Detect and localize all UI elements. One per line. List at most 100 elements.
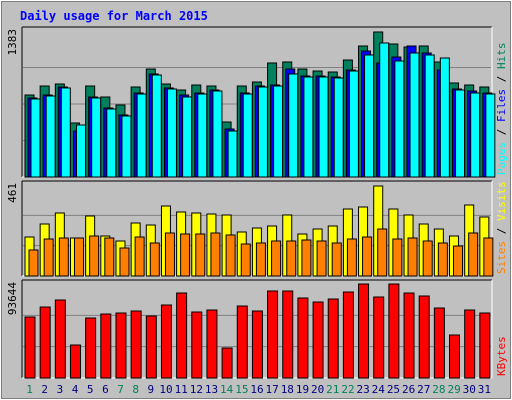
visits-sites-bar-sites: [422, 240, 433, 277]
kbytes-bar-kbytes: [221, 347, 233, 379]
visits-sites-bar-sites: [316, 240, 327, 277]
legend-item-visits: Visits: [495, 181, 508, 221]
kbytes-bar-kbytes: [282, 290, 294, 379]
hits-files-pages-bar-pages: [273, 85, 284, 178]
day-label: 8: [132, 383, 139, 396]
day-label: 27: [417, 383, 430, 396]
kbytes-bar-kbytes: [115, 312, 127, 379]
visits-sites-bar-sites: [240, 243, 251, 277]
kbytes-legend: KBytes: [495, 336, 508, 376]
visits-sites-bar-sites: [225, 234, 236, 277]
visits-sites-bar-sites: [180, 233, 191, 277]
legend-item-sites: Sites: [495, 241, 508, 274]
day-label: 2: [41, 383, 48, 396]
hits-files-pages-bar-pages: [318, 76, 329, 178]
kbytes-bar-kbytes: [130, 310, 142, 379]
hits-files-pages-bar-pages: [151, 74, 162, 178]
kbytes-max-label: 93644: [6, 282, 19, 315]
visits-sites-bar-sites: [119, 247, 130, 277]
visits-sites-bar-sites: [468, 232, 479, 277]
visits-sites-bar-sites: [286, 240, 297, 277]
day-label: 22: [341, 383, 354, 396]
visits-sites-bar-sites: [255, 242, 266, 277]
day-label: 6: [102, 383, 109, 396]
kbytes-bar-kbytes: [418, 295, 430, 379]
day-label: 17: [266, 383, 279, 396]
hits-files-pages-bar-pages: [166, 88, 177, 178]
kbytes-bar-kbytes: [464, 309, 476, 379]
hits-files-pages-bar-pages: [439, 57, 450, 178]
day-label: 15: [235, 383, 248, 396]
kbytes-bar-kbytes: [100, 313, 112, 379]
day-label: 30: [463, 383, 476, 396]
hits-files-pages-bar-pages: [30, 98, 41, 178]
kbytes-bar-kbytes: [176, 292, 188, 379]
day-label: 24: [372, 383, 386, 396]
day-label: 12: [190, 383, 203, 396]
hits-files-pages-bar-pages: [379, 42, 390, 178]
kbytes-bar-kbytes: [267, 290, 279, 379]
kbytes-bar-kbytes: [54, 299, 66, 379]
kbytes-bar-kbytes: [191, 311, 203, 379]
hits-files-pages-bar-pages: [257, 86, 268, 178]
day-label: 21: [326, 383, 339, 396]
hits-files-pages-bar-pages: [91, 97, 102, 178]
kbytes-bar-kbytes: [312, 301, 324, 379]
legend-separator: /: [495, 122, 508, 142]
visits-sites-bar-sites: [43, 238, 54, 277]
day-label: 25: [387, 383, 400, 396]
hits-files-pages-bar-pages: [333, 77, 344, 178]
day-label: 13: [205, 383, 218, 396]
day-label: 4: [72, 383, 79, 396]
hits-files-pages-bar-pages: [424, 54, 435, 178]
hits-files-pages-legend: Pages / Files / Hits: [495, 43, 508, 176]
day-label: 11: [175, 383, 188, 396]
day-label: 14: [220, 383, 234, 396]
visits-sites-bar-sites: [392, 238, 403, 277]
kbytes-bar-kbytes: [251, 310, 263, 379]
day-label: 19: [296, 383, 309, 396]
day-label: 29: [447, 383, 460, 396]
kbytes-bar-kbytes: [433, 307, 445, 379]
hits-files-pages-bar-pages: [303, 76, 314, 178]
kbytes-bar-kbytes: [85, 317, 97, 379]
kbytes-bar-kbytes: [358, 283, 370, 379]
kbytes-bar-kbytes: [160, 304, 172, 379]
legend-item-kbytes: KBytes: [495, 336, 508, 376]
visits-sites-bar-sites: [453, 245, 464, 277]
legend-item-files: Files: [495, 89, 508, 122]
day-label: 31: [478, 383, 491, 396]
legend-separator: /: [495, 221, 508, 241]
hits-files-pages-bar-pages: [75, 124, 86, 178]
legend-item-pages: Pages: [495, 142, 508, 175]
hits-files-pages-bar-pages: [45, 95, 56, 178]
kbytes-bar-kbytes: [206, 309, 218, 379]
day-label: 16: [250, 383, 263, 396]
kbytes-bar-kbytes: [39, 306, 51, 379]
visits-sites-bar-sites: [407, 237, 418, 277]
day-label: 7: [117, 383, 124, 396]
kbytes-bar-kbytes: [373, 296, 385, 379]
visits-sites-bar-sites: [89, 235, 100, 277]
kbytes-bar-kbytes: [69, 344, 81, 379]
hits-files-pages-bar-pages: [197, 93, 208, 178]
visits-sites-bar-sites: [331, 242, 342, 277]
visits-sites-bar-sites: [134, 236, 145, 277]
kbytes-bar-kbytes: [388, 283, 400, 379]
hits-files-pages-bar-pages: [212, 90, 223, 178]
hits-files-pages-max-label: 1383: [6, 29, 19, 56]
hits-files-pages-bar-pages: [136, 93, 147, 178]
kbytes-bar-kbytes: [449, 334, 461, 379]
visits-sites-bar-sites: [271, 240, 282, 277]
day-label: 10: [159, 383, 172, 396]
visits-sites-bar-sites: [73, 237, 84, 277]
legend-separator: /: [495, 69, 508, 89]
visits-sites-bar-sites: [58, 237, 69, 277]
visits-sites-bar-sites: [210, 232, 221, 277]
kbytes-bar-kbytes: [145, 315, 157, 379]
hits-files-pages-bar-pages: [485, 93, 496, 178]
visits-sites-bar-sites: [28, 249, 39, 277]
hits-files-pages-bar-pages: [348, 70, 359, 178]
